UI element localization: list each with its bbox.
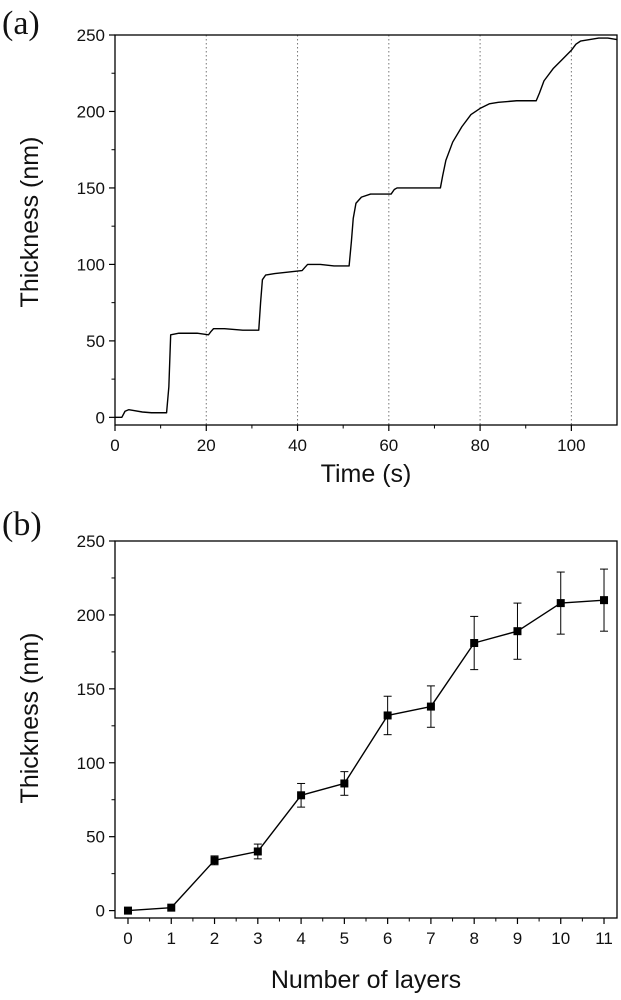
x-tick-label-b: 7: [426, 929, 435, 948]
chart-panel-b: 0 1 2 3 4 5 6 7 8 9 10 11 0 50 100 150 200 250: [77, 532, 618, 948]
y-axis-title-b: Thickness (nm): [16, 633, 44, 804]
x-tick-label-a: 40: [288, 436, 307, 455]
x-tick-label-b: 1: [167, 929, 176, 948]
y-tick-label-a: 150: [77, 179, 105, 198]
x-tick-label-b: 5: [340, 929, 349, 948]
data-point: [210, 856, 219, 865]
data-point: [167, 903, 176, 912]
plot-frame-a: [114, 34, 618, 426]
data-point: [123, 906, 132, 915]
panel-label-b: (b): [2, 506, 42, 543]
y-tick-label-a: 50: [86, 332, 105, 351]
data-point: [383, 711, 392, 720]
y-tick-label-a: 0: [96, 408, 105, 427]
series-line-a: [115, 37, 618, 419]
data-point: [253, 847, 262, 856]
x-tick-label-a: 100: [557, 436, 585, 455]
y-tick-label-b: 200: [77, 606, 105, 625]
x-tick-label-b: 2: [210, 929, 219, 948]
x-tick-label-b: 8: [469, 929, 478, 948]
y-tick-label-b: 150: [77, 680, 105, 699]
chart-panel-a: 0 20 40 60 80 100 0 50 100 150 200 250: [77, 26, 618, 455]
y-tick-label-b: 50: [86, 828, 105, 847]
y-tick-label-b: 100: [77, 754, 105, 773]
y-axis-title-a: Thickness (nm): [16, 137, 44, 308]
x-tick-label-a: 0: [110, 436, 119, 455]
y-tick-label-b: 0: [96, 902, 105, 921]
data-point: [470, 639, 479, 648]
x-tick-label-b: 3: [253, 929, 262, 948]
x-tick-label-b: 4: [296, 929, 305, 948]
x-axis-title-b: Number of layers: [271, 966, 461, 994]
x-tick-label-a: 60: [379, 436, 398, 455]
y-tick-label-a: 100: [77, 255, 105, 274]
x-tick-label-a: 80: [471, 436, 490, 455]
y-tick-label-b: 250: [77, 532, 105, 551]
data-point: [556, 599, 565, 608]
x-tick-label-b: 10: [551, 929, 570, 948]
data-point: [340, 779, 349, 788]
x-tick-label-b: 9: [513, 929, 522, 948]
data-point: [297, 791, 306, 800]
x-tick-label-b: 6: [383, 929, 392, 948]
data-point: [600, 596, 609, 605]
panel-label-a: (a): [2, 5, 40, 42]
y-tick-label-a: 200: [77, 102, 105, 121]
x-tick-label-b: 11: [595, 929, 613, 948]
y-tick-label-a: 250: [77, 26, 105, 45]
series-line-b: [127, 599, 605, 912]
plot-frame-b: [114, 540, 618, 919]
x-axis-title-a: Time (s): [321, 460, 412, 488]
x-tick-label-a: 20: [197, 436, 216, 455]
data-point: [426, 702, 435, 711]
x-tick-label-b: 0: [123, 929, 132, 948]
data-point: [513, 627, 522, 636]
